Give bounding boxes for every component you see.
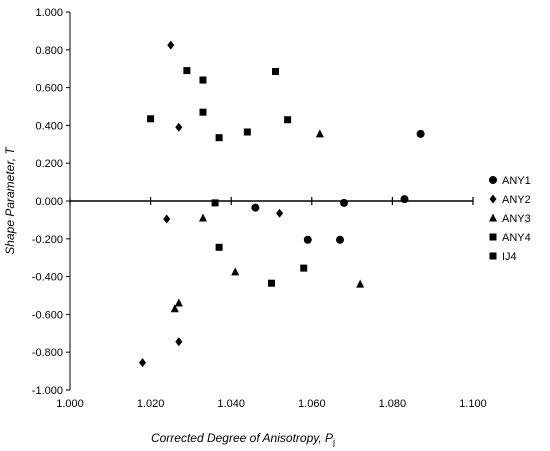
y-tick-label: -1.000 (32, 385, 63, 397)
data-point-any3 (170, 304, 179, 313)
data-point-any2 (276, 208, 284, 218)
x-tick-label: 1.060 (298, 398, 326, 410)
y-tick-label: -0.400 (32, 272, 63, 284)
y-tick-label: 0.200 (35, 158, 63, 170)
data-point-any1 (303, 235, 312, 244)
legend-marker-any1 (489, 176, 497, 184)
data-point-any4 (215, 243, 223, 251)
data-point-any2 (175, 337, 183, 347)
data-point-any4 (183, 67, 191, 75)
y-axis-title: Shape Parameter, T (3, 146, 17, 255)
data-point-any3 (356, 279, 365, 288)
data-point-any2 (163, 214, 171, 224)
data-point-any4 (199, 108, 207, 116)
data-point-any4 (211, 199, 219, 207)
data-points (139, 40, 425, 368)
legend-label-ij4: IJ4 (502, 251, 517, 263)
x-axis-title: Corrected Degree of Anisotropy, Pj (151, 431, 335, 447)
y-tick-label: -0.600 (32, 309, 63, 321)
data-point-any4 (199, 76, 207, 84)
legend-marker-any3 (489, 213, 497, 222)
legend-label-any3: ANY3 (502, 213, 531, 225)
data-point-any4 (284, 116, 292, 124)
y-tick-label: 1.000 (35, 7, 63, 19)
legend-marker-any2 (489, 194, 497, 204)
data-point-any1 (336, 235, 345, 244)
legend: ANY1 ANY2 ANY3 ANY4 IJ4 (489, 175, 531, 263)
axes: 1.000 0.800 0.600 0.400 0.200 0.000 -0.200 -0.4… (32, 7, 487, 410)
data-point-any1 (400, 195, 409, 204)
x-tick-label: 1.000 (56, 398, 84, 410)
data-point-any4 (272, 68, 280, 76)
y-tick-label: -0.200 (32, 234, 63, 246)
y-tick-label: 0.600 (35, 83, 63, 95)
data-point-any3 (231, 267, 240, 276)
data-point-any3 (174, 298, 183, 307)
data-point-any4 (147, 115, 155, 123)
y-tick-label: 0.000 (35, 196, 63, 208)
data-point-any2 (167, 40, 175, 50)
data-point-any4 (268, 279, 275, 287)
y-tick-label: 0.400 (35, 120, 63, 132)
y-tick-label: 0.800 (35, 45, 63, 57)
x-tick-label: 1.020 (137, 398, 165, 410)
legend-label-any4: ANY4 (502, 232, 531, 244)
data-point-any1 (416, 129, 425, 138)
y-tick-label: -0.800 (32, 347, 63, 359)
data-point-any2 (139, 358, 147, 368)
legend-label-any1: ANY1 (502, 175, 531, 187)
x-tick-label: 1.080 (379, 398, 407, 410)
data-point-any1 (340, 198, 349, 207)
x-tick-label: 1.040 (217, 398, 245, 410)
data-point-any3 (198, 213, 207, 222)
x-tick-label: 1.100 (459, 398, 487, 410)
legend-label-any2: ANY2 (502, 194, 531, 206)
data-point-any4 (215, 134, 223, 142)
data-point-any4 (243, 128, 251, 136)
data-point-any2 (175, 122, 183, 132)
legend-marker-ij4 (489, 252, 497, 260)
data-point-any3 (315, 129, 324, 138)
data-point-any4 (300, 264, 308, 272)
legend-marker-any4 (489, 233, 497, 241)
data-point-any1 (251, 203, 260, 212)
